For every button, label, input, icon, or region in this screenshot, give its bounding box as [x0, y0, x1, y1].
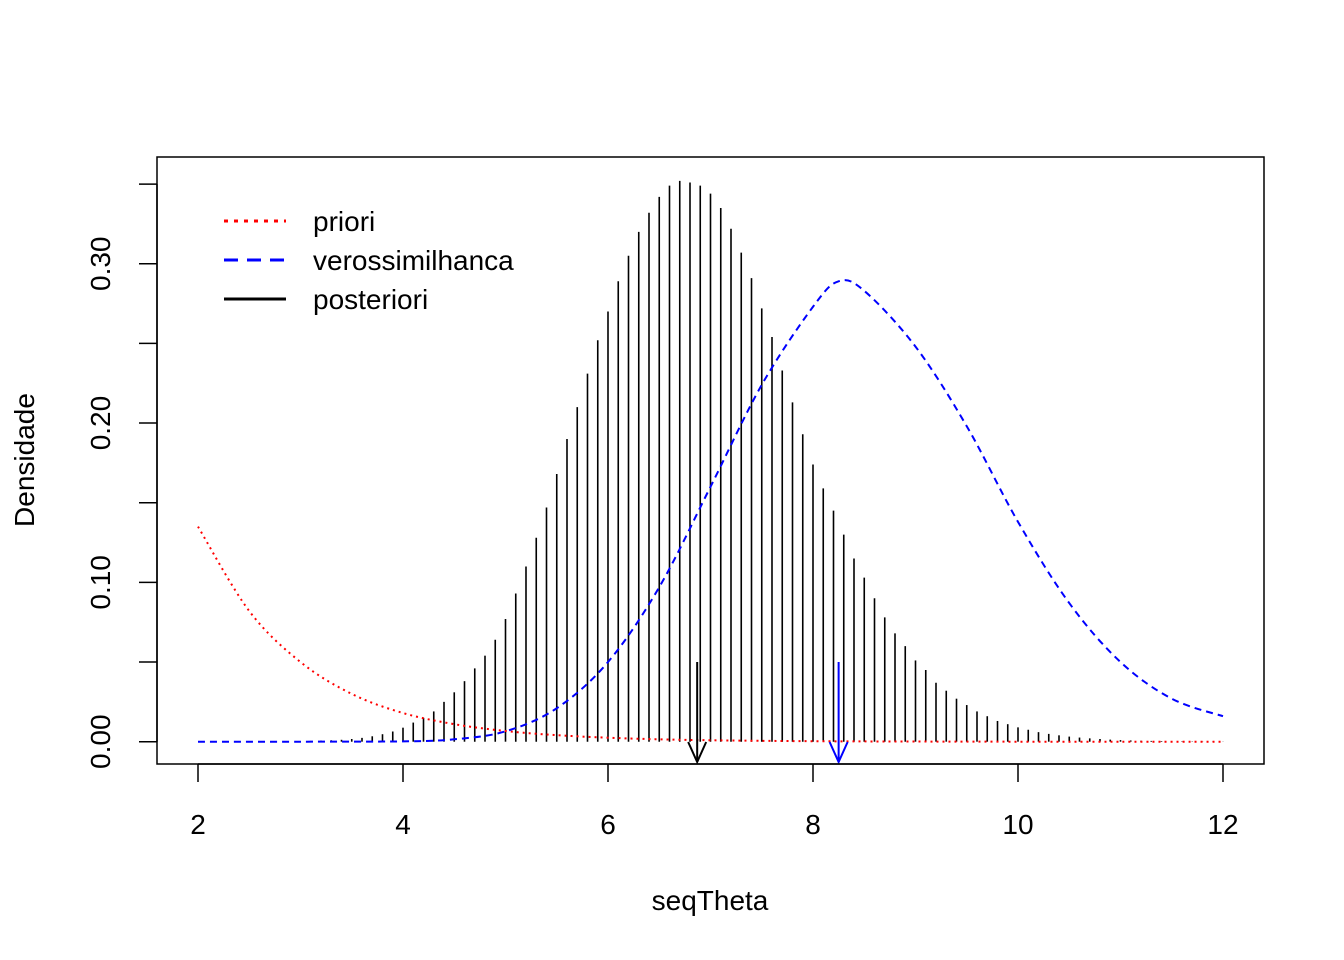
legend: priori verossimilhanca posteriori: [224, 206, 514, 315]
annotations-layer: [687, 662, 849, 765]
lines-layer: [197, 279, 1224, 743]
marker-arrow-head: [828, 741, 849, 765]
priori-line: [197, 526, 1223, 743]
legend-label-priori: priori: [313, 206, 375, 237]
y-tick-label: 0.10: [85, 555, 116, 610]
y-axis-label: Densidade: [9, 393, 40, 527]
x-tick-label: 2: [190, 809, 206, 840]
y-tick-label: 0.20: [85, 396, 116, 451]
x-tick-label: 4: [395, 809, 411, 840]
marker-arrow-head: [687, 741, 708, 765]
x-tick-label: 8: [805, 809, 821, 840]
y-tick-label: 0.30: [85, 236, 116, 291]
verossimilhanca-line: [197, 279, 1224, 743]
y-tick-label: 0.00: [85, 714, 116, 769]
x-axis: 2 4 6 8 10 12: [190, 763, 1239, 840]
x-tick-label: 12: [1207, 809, 1238, 840]
posteriori-series: [309, 180, 1224, 742]
x-tick-label: 10: [1002, 809, 1033, 840]
legend-label-posteriori: posteriori: [313, 284, 428, 315]
y-axis: 0.00 0.10 0.20 0.30: [85, 183, 158, 769]
legend-label-verossimilhanca: verossimilhanca: [313, 245, 514, 276]
x-axis-label: seqTheta: [652, 885, 769, 916]
x-tick-label: 6: [600, 809, 616, 840]
